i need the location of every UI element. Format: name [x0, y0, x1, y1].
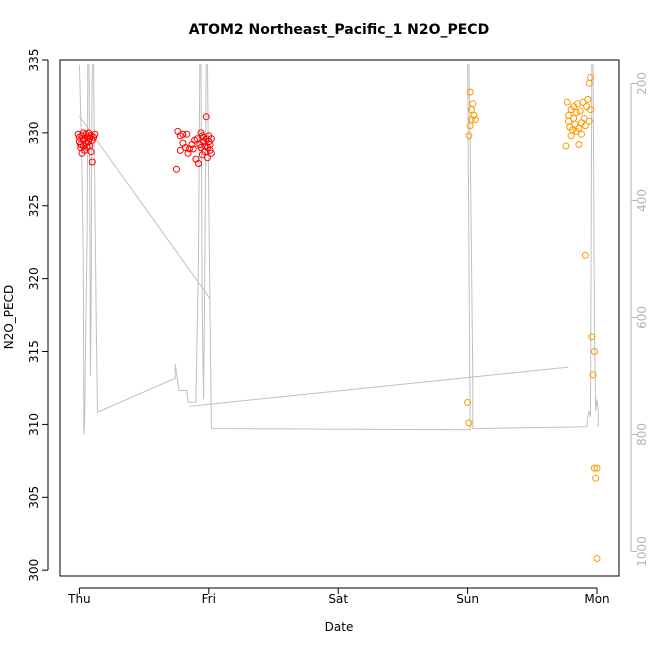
data-point-series-1 — [173, 165, 180, 173]
y-tick-label: 320 — [27, 267, 41, 290]
data-point-series-2 — [471, 116, 479, 124]
data-point-series-1 — [195, 160, 202, 167]
x-tick-label: Thu — [67, 592, 91, 606]
data-point-series-2 — [592, 474, 600, 482]
y-tick-label: 315 — [27, 340, 41, 363]
data-point-series-2 — [563, 98, 571, 106]
data-point-series-1 — [202, 113, 210, 121]
data-point-series-2 — [593, 464, 601, 472]
data-point-series-2 — [585, 117, 593, 125]
pressure-diagonal-line — [78, 115, 211, 299]
data-point-series-2 — [572, 109, 580, 116]
data-point-series-1 — [87, 148, 95, 156]
data-point-series-1 — [207, 135, 215, 143]
data-point-series-2 — [574, 100, 582, 108]
data-point-series-2 — [570, 114, 578, 122]
data-point-series-2 — [576, 107, 584, 115]
data-point-series-2 — [470, 111, 478, 119]
data-point-series-1 — [189, 145, 197, 153]
data-point-series-2 — [575, 141, 583, 148]
data-point-series-1 — [182, 144, 189, 151]
data-point-series-2 — [589, 371, 597, 379]
y2-tick-label: 600 — [635, 306, 649, 329]
y-tick-label: 300 — [27, 559, 41, 582]
data-point-series-2 — [565, 111, 572, 119]
pressure-profile-lines — [78, 64, 599, 435]
data-point-series-1 — [176, 146, 184, 154]
y-axis-label: N2O_PECD — [2, 285, 16, 350]
data-point-series-2 — [587, 74, 594, 81]
data-point-series-1 — [184, 149, 192, 157]
y2-tick-label: 1000 — [635, 536, 649, 567]
x-tick-label: Sat — [328, 592, 348, 606]
data-point-series-1 — [207, 149, 215, 157]
data-point-series-2 — [466, 88, 474, 96]
data-point-series-2 — [464, 399, 472, 406]
data-point-series-2 — [571, 120, 579, 128]
data-point-series-2 — [575, 125, 583, 132]
chart-title: ATOM2 Northeast_Pacific_1 N2O_PECD — [189, 22, 489, 38]
y-tick-label: 330 — [27, 121, 41, 144]
data-point-series-2 — [581, 122, 589, 130]
data-point-series-2 — [590, 348, 598, 355]
y-tick-label: 335 — [27, 49, 41, 72]
data-point-series-2 — [562, 142, 570, 150]
data-point-series-2 — [587, 106, 594, 114]
pressure-connector-line — [189, 366, 569, 407]
data-point-series-1 — [91, 130, 99, 138]
y-tick-label: 310 — [27, 413, 41, 436]
data-point-series-2 — [588, 333, 596, 341]
data-point-series-2 — [465, 132, 473, 140]
y2-tick-label: 800 — [635, 423, 649, 446]
data-point-series-2 — [568, 126, 576, 134]
data-points — [74, 74, 601, 562]
y2-tick-label: 400 — [635, 189, 649, 212]
data-point-series-2 — [579, 98, 587, 106]
data-point-series-1 — [183, 130, 191, 138]
data-point-series-2 — [465, 419, 473, 427]
plot-frame — [59, 59, 620, 577]
data-point-series-2 — [567, 132, 575, 140]
axes: 300 305 310 315 320 325 330 335 200 400 600 800 1000… — [27, 49, 649, 606]
x-tick-label: Fri — [202, 592, 216, 606]
data-point-series-1 — [179, 130, 187, 138]
data-point-series-2 — [580, 114, 588, 122]
data-point-series-2 — [593, 555, 601, 562]
y-tick-label: 305 — [27, 486, 41, 509]
data-point-series-2 — [590, 464, 598, 472]
data-point-series-1 — [193, 135, 201, 143]
y2-tick-label: 200 — [635, 72, 649, 95]
x-tick-label: Mon — [584, 592, 609, 606]
data-point-series-2 — [469, 100, 477, 108]
data-point-series-2 — [578, 130, 585, 138]
x-tick-label: Sun — [456, 592, 479, 606]
data-point-series-1 — [88, 158, 96, 166]
x-axis-label: Date — [325, 620, 354, 634]
y-tick-label: 325 — [27, 194, 41, 217]
data-point-series-2 — [581, 251, 589, 259]
data-point-series-2 — [584, 95, 592, 103]
pressure-profile-line — [78, 64, 599, 435]
data-point-series-1 — [204, 154, 211, 162]
